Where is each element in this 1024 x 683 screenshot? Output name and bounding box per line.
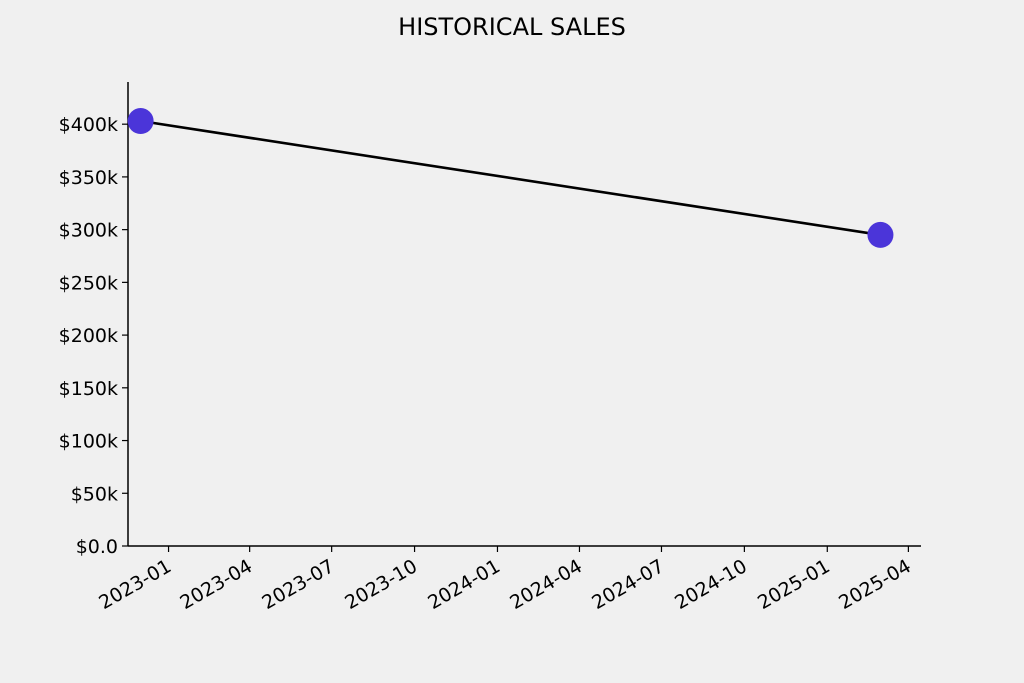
y-tick-label: $300k [59,220,118,242]
x-tick-label: 2024-07 [588,555,668,614]
y-tick-label: $150k [59,378,118,400]
x-tick-label: 2025-01 [754,555,834,614]
series-group [127,108,894,248]
x-tick-label: 2024-10 [671,555,751,614]
x-axis-ticks: 2023-01 2023-04 2023-07 2023-10 2024-01 2024-… [95,546,915,614]
data-point [867,221,894,248]
x-tick-label: 2024-01 [424,555,504,614]
y-tick-label: $350k [59,167,118,189]
x-tick-label: 2023-01 [95,555,175,614]
y-tick-label: $400k [59,114,118,136]
x-tick-label: 2023-04 [176,555,256,614]
x-tick-label: 2023-07 [258,555,338,614]
data-point [127,108,154,135]
y-tick-label: $250k [59,272,118,294]
y-tick-label: $50k [71,483,118,505]
y-axis-ticks: $0.0 $50k $100k $150k $200k $250k $300k $350k $4… [59,114,128,558]
x-tick-label: 2024-04 [506,555,586,614]
y-tick-label: $0.0 [76,536,118,558]
x-tick-label: 2023-10 [341,555,421,614]
y-tick-label: $200k [59,325,118,347]
y-tick-label: $100k [59,431,118,453]
chart-title: HISTORICAL SALES [398,13,626,41]
x-tick-label: 2025-04 [835,555,915,614]
series-line [140,119,881,237]
